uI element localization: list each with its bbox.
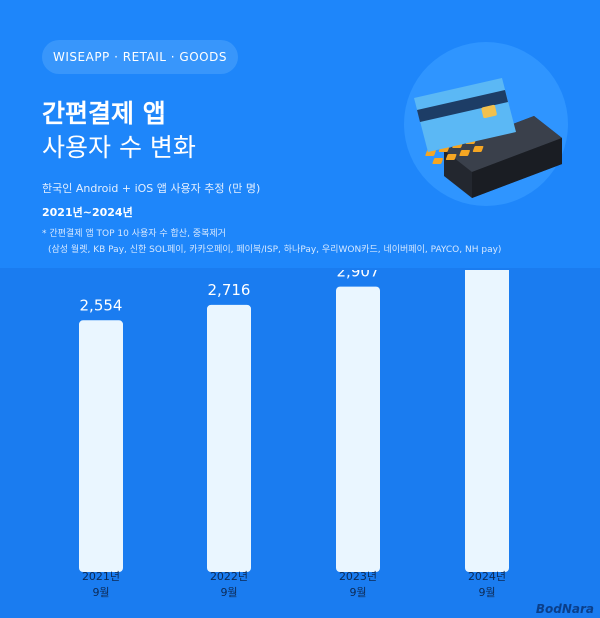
x-tick-label-month: 9월 — [349, 586, 366, 599]
x-tick-label-year: 2022년 — [210, 570, 248, 583]
bar-2023년 — [336, 286, 380, 572]
bars-layer — [79, 270, 509, 572]
chart-period: 2021년~2024년 — [42, 206, 133, 219]
bar-value-label: 2,716 — [208, 281, 251, 299]
labels-layer: 2,5542021년9월2,7162022년9월2,9072023년9월3,15… — [80, 270, 507, 599]
bar-2022년 — [207, 304, 251, 572]
bar-chart: 2,5542021년9월2,7162022년9월2,9072023년9월3,15… — [79, 270, 509, 599]
x-tick-label-year: 2024년 — [468, 570, 506, 583]
credit-card — [414, 78, 516, 152]
x-tick-label-year: 2023년 — [339, 570, 377, 583]
x-tick-label-month: 9월 — [478, 586, 495, 599]
chart-note-apps: (삼성 월렛, KB Pay, 신한 SOL페이, 카카오페이, 페이북/ISP… — [48, 245, 502, 255]
x-tick-label-month: 9월 — [220, 586, 237, 599]
page-title: 간편결제 앱 — [42, 99, 166, 128]
bar-2021년 — [79, 320, 123, 572]
chart-subtitle: 한국인 Android + iOS 앱 사용자 추정 (만 명) — [42, 182, 261, 195]
brand-badge: WISEAPP · RETAIL · GOODS — [42, 40, 238, 74]
x-tick-label-month: 9월 — [92, 586, 109, 599]
chart-note: * 간편결제 앱 TOP 10 사용자 수 합산, 중복제거 — [42, 229, 226, 239]
watermark-logo: BodNara — [535, 602, 594, 616]
bar-value-label: 2,554 — [80, 296, 123, 314]
x-tick-label-year: 2021년 — [82, 570, 120, 583]
page-title-line2: 사용자 수 변화 — [42, 133, 196, 162]
card-payment-terminal-icon — [404, 42, 568, 206]
bar-value-label: 2,907 — [337, 270, 380, 281]
bar-2024년 — [465, 270, 509, 572]
